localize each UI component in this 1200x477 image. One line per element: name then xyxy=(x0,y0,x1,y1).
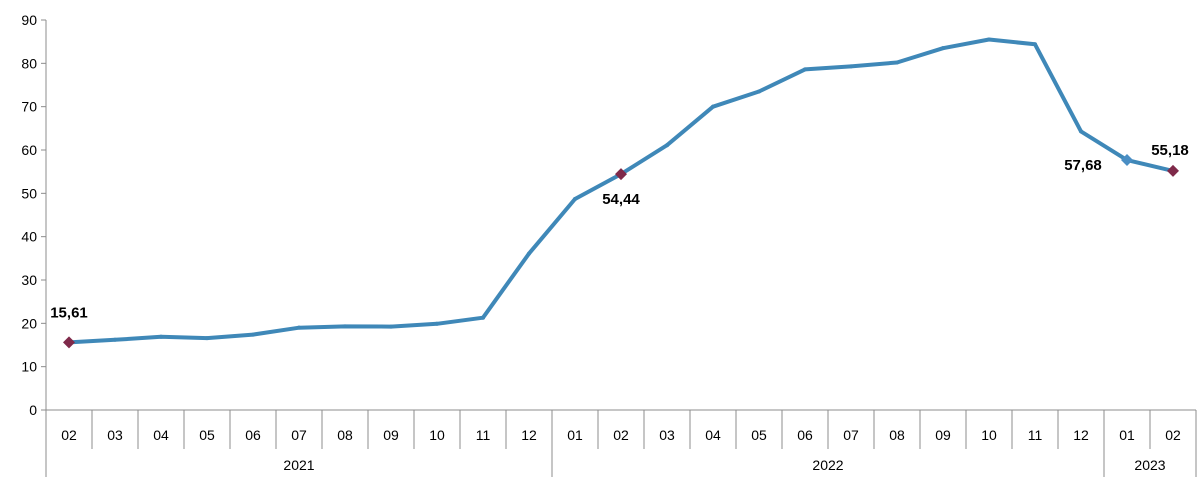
year-groups: 2021 2022 2023 xyxy=(283,457,1165,473)
diamond-marker xyxy=(63,336,75,349)
data-point xyxy=(895,60,899,65)
data-point xyxy=(941,46,945,51)
x-tick-label: 05 xyxy=(199,427,215,443)
x-tick-label: 10 xyxy=(429,427,445,443)
markers-layer xyxy=(63,154,1179,349)
data-point xyxy=(435,321,439,326)
data-point xyxy=(251,332,255,337)
y-tick-label: 30 xyxy=(21,272,37,288)
x-tick-label: 04 xyxy=(153,427,169,443)
y-tick-label: 20 xyxy=(21,315,37,331)
data-point xyxy=(711,104,715,109)
x-tick-label: 07 xyxy=(843,427,859,443)
y-tick-label: 80 xyxy=(21,55,37,71)
data-point xyxy=(1079,129,1083,134)
x-tick-label: 01 xyxy=(1119,427,1135,443)
data-label: 57,68 xyxy=(1064,157,1102,174)
data-point xyxy=(205,336,209,341)
diamond-marker xyxy=(1121,154,1133,167)
data-point xyxy=(159,334,163,339)
x-tick-label: 03 xyxy=(107,427,123,443)
x-tick-label: 02 xyxy=(61,427,77,443)
y-tick-label: 0 xyxy=(29,402,37,418)
data-point xyxy=(803,67,807,72)
x-tick-label: 12 xyxy=(1073,427,1089,443)
data-label: 15,61 xyxy=(50,304,88,321)
data-label: 54,44 xyxy=(602,191,640,208)
x-axis-ticks: 02 03 04 05 06 07 08 09 10 11 12 01 02 03 04 05 06 07 08 09… xyxy=(45,410,1197,477)
data-point xyxy=(987,37,991,42)
axes xyxy=(45,20,1196,477)
x-tick-label: 01 xyxy=(567,427,583,443)
year-label: 2022 xyxy=(812,457,843,473)
data-label: 55,18 xyxy=(1151,142,1189,159)
x-tick-label: 12 xyxy=(521,427,537,443)
x-tick-label: 05 xyxy=(751,427,767,443)
x-tick-label: 02 xyxy=(1165,427,1181,443)
data-labels-layer: 15,61 54,44 57,68 55,18 xyxy=(50,142,1189,321)
data-point xyxy=(757,89,761,94)
y-tick-label: 40 xyxy=(21,229,37,245)
x-tick-label: 08 xyxy=(889,427,905,443)
x-tick-label: 02 xyxy=(613,427,629,443)
y-axis-ticks: 0 10 20 30 40 50 60 70 80 90 xyxy=(21,12,46,418)
y-tick-label: 10 xyxy=(21,359,37,375)
x-tick-label: 06 xyxy=(245,427,261,443)
year-label: 2023 xyxy=(1134,457,1165,473)
data-point xyxy=(573,196,577,201)
x-tick-label: 11 xyxy=(1028,427,1043,443)
x-tick-label: 08 xyxy=(337,427,353,443)
y-tick-label: 70 xyxy=(21,99,37,115)
data-point xyxy=(297,325,301,330)
x-tick-label: 06 xyxy=(797,427,813,443)
data-point xyxy=(849,64,853,69)
diamond-marker xyxy=(615,168,627,181)
year-label: 2021 xyxy=(283,457,314,473)
data-point xyxy=(389,324,393,329)
data-point xyxy=(665,143,669,148)
data-point xyxy=(113,337,117,342)
x-tick-label: 11 xyxy=(476,427,491,443)
x-tick-label: 04 xyxy=(705,427,721,443)
x-tick-label: 09 xyxy=(935,427,951,443)
x-tick-label: 03 xyxy=(659,427,675,443)
data-point xyxy=(527,251,531,256)
data-point xyxy=(481,315,485,320)
data-point xyxy=(343,324,347,329)
x-tick-label: 09 xyxy=(383,427,399,443)
x-tick-label: 10 xyxy=(981,427,997,443)
y-tick-label: 90 xyxy=(21,12,37,28)
y-tick-label: 60 xyxy=(21,142,37,158)
diamond-marker xyxy=(1167,164,1179,177)
x-tick-label: 07 xyxy=(291,427,307,443)
data-point xyxy=(1033,42,1037,47)
y-tick-label: 50 xyxy=(21,185,37,201)
